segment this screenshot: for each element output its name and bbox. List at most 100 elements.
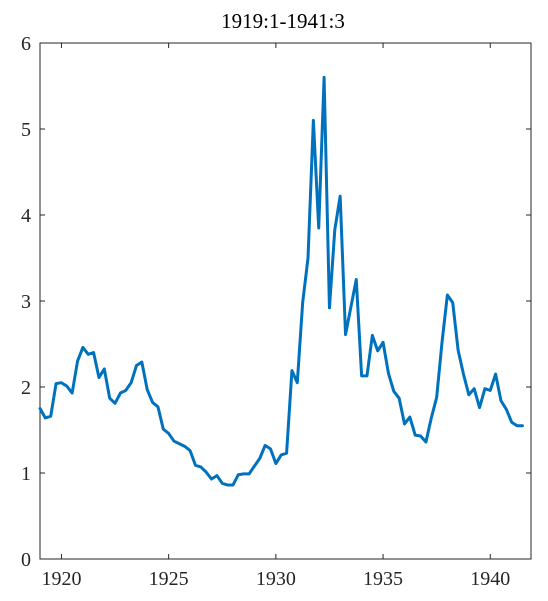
y-tick-label: 6 bbox=[21, 33, 31, 55]
data-point bbox=[269, 447, 272, 450]
data-point bbox=[441, 341, 444, 344]
x-tick-label: 1930 bbox=[256, 568, 296, 590]
data-point bbox=[296, 381, 299, 384]
chart-title: 1919:1-1941:3 bbox=[221, 9, 345, 33]
data-point bbox=[467, 393, 470, 396]
data-point bbox=[478, 406, 481, 409]
data-point bbox=[408, 416, 411, 419]
data-point bbox=[505, 408, 508, 411]
x-tick-label: 1925 bbox=[149, 568, 189, 590]
data-point bbox=[376, 349, 379, 352]
x-tick-label: 1940 bbox=[470, 568, 510, 590]
data-point bbox=[130, 381, 133, 384]
data-point bbox=[167, 432, 170, 435]
data-point bbox=[156, 405, 159, 408]
data-point bbox=[92, 351, 95, 354]
data-point bbox=[81, 346, 84, 349]
data-point bbox=[173, 440, 176, 443]
x-tick-label: 1935 bbox=[363, 568, 403, 590]
data-point bbox=[178, 442, 181, 445]
data-point bbox=[221, 482, 224, 485]
data-point bbox=[55, 382, 58, 385]
data-point bbox=[285, 452, 288, 455]
y-tick-label: 5 bbox=[21, 119, 31, 141]
data-point bbox=[301, 301, 304, 304]
data-point bbox=[151, 401, 154, 404]
data-point bbox=[360, 374, 363, 377]
data-point bbox=[392, 390, 395, 393]
data-point bbox=[521, 424, 524, 427]
series-line bbox=[38, 75, 524, 487]
data-point bbox=[494, 373, 497, 376]
data-point bbox=[430, 416, 433, 419]
data-point bbox=[87, 353, 90, 356]
data-point bbox=[146, 388, 149, 391]
data-point bbox=[274, 462, 277, 465]
data-point bbox=[317, 226, 320, 229]
data-point bbox=[97, 376, 100, 379]
data-point bbox=[339, 195, 342, 198]
data-point bbox=[344, 333, 347, 336]
data-point bbox=[44, 416, 47, 419]
data-point bbox=[403, 422, 406, 425]
data-point bbox=[210, 478, 213, 481]
data-point bbox=[483, 387, 486, 390]
axes: 1920 1925 1930 1935 1940 0 1 2 3 4 5 6 bbox=[21, 33, 532, 590]
data-point bbox=[328, 306, 331, 309]
data-point bbox=[71, 392, 74, 395]
data-point bbox=[510, 421, 513, 424]
data-point bbox=[39, 407, 42, 410]
x-tick-label: 1920 bbox=[41, 568, 81, 590]
data-point bbox=[451, 301, 454, 304]
plot-area-frame bbox=[39, 42, 532, 560]
data-point bbox=[199, 465, 202, 468]
data-point bbox=[114, 402, 117, 405]
data-point bbox=[435, 396, 438, 399]
data-point bbox=[489, 389, 492, 392]
data-point bbox=[333, 228, 336, 231]
data-point bbox=[473, 387, 476, 390]
data-point bbox=[365, 374, 368, 377]
data-point bbox=[349, 306, 352, 309]
data-point bbox=[290, 369, 293, 372]
data-point bbox=[205, 471, 208, 474]
data-point bbox=[189, 449, 192, 452]
data-point bbox=[323, 76, 326, 79]
data-point bbox=[398, 397, 401, 400]
data-point bbox=[140, 361, 143, 364]
y-tick-label: 3 bbox=[21, 291, 31, 313]
data-point bbox=[264, 444, 267, 447]
series-layer bbox=[38, 75, 524, 487]
data-point bbox=[194, 464, 197, 467]
data-point bbox=[237, 473, 240, 476]
data-point bbox=[49, 415, 52, 418]
data-point bbox=[312, 119, 315, 122]
data-point bbox=[516, 424, 519, 427]
data-point bbox=[253, 465, 256, 468]
data-point bbox=[258, 457, 261, 460]
data-point bbox=[76, 360, 79, 363]
data-point bbox=[65, 385, 68, 388]
data-point bbox=[355, 278, 358, 281]
data-point bbox=[248, 472, 251, 475]
data-point bbox=[280, 453, 283, 456]
data-point bbox=[242, 472, 245, 475]
data-point bbox=[457, 349, 460, 352]
data-point bbox=[108, 397, 111, 400]
data-point bbox=[499, 399, 502, 402]
data-point bbox=[215, 474, 218, 477]
data-point bbox=[446, 293, 449, 296]
data-point bbox=[414, 434, 417, 437]
data-point bbox=[183, 445, 186, 448]
data-point bbox=[371, 334, 374, 337]
data-point bbox=[119, 392, 122, 395]
data-point bbox=[231, 484, 234, 487]
data-point bbox=[103, 367, 106, 370]
data-point bbox=[424, 441, 427, 444]
data-point bbox=[307, 257, 310, 260]
data-point bbox=[124, 389, 127, 392]
data-point bbox=[226, 484, 229, 487]
data-point bbox=[135, 364, 138, 367]
y-tick-label: 1 bbox=[21, 463, 31, 485]
